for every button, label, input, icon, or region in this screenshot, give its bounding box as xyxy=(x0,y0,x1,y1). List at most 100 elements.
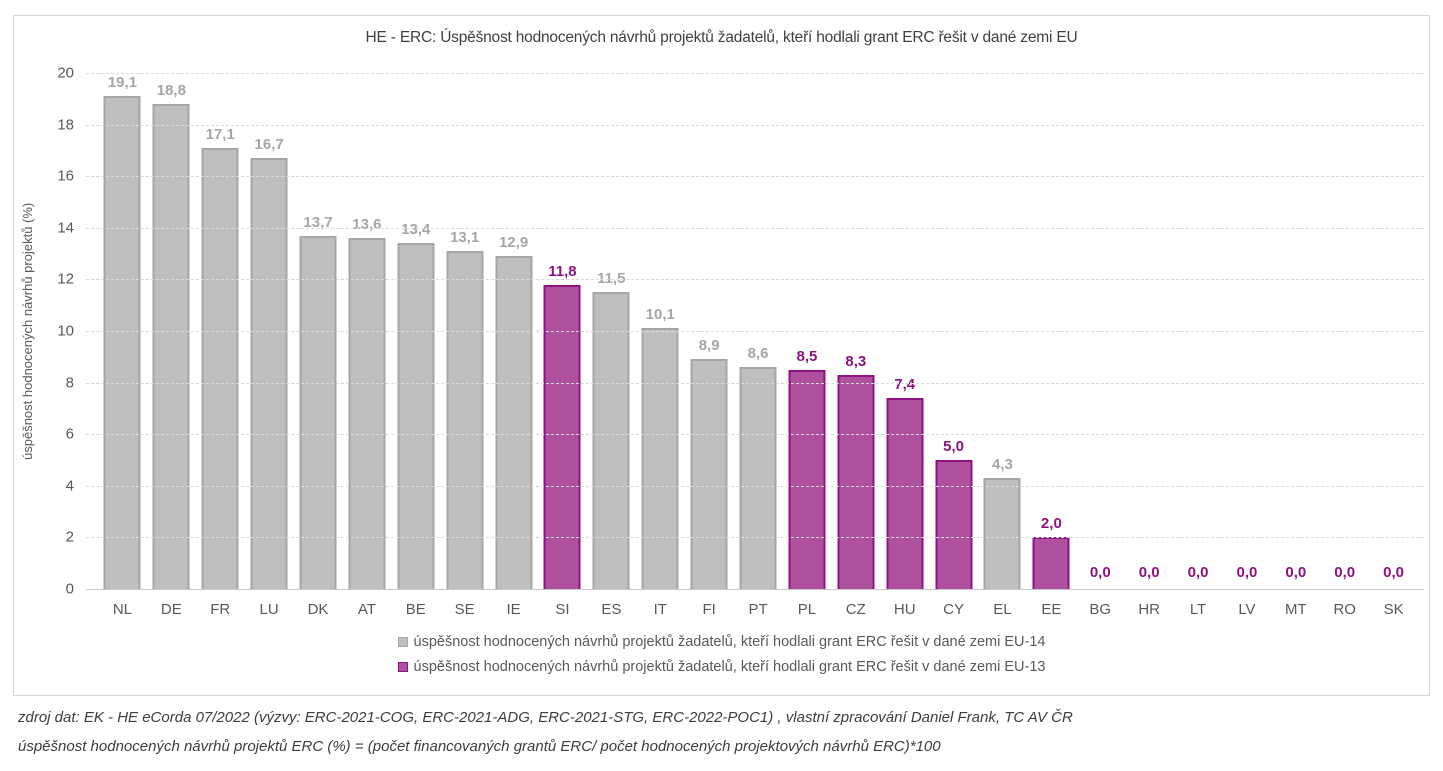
x-axis-label-pl: PL xyxy=(797,601,817,618)
gridline xyxy=(86,485,1424,487)
bar-column: 0,0 xyxy=(1369,73,1418,589)
bar-cy xyxy=(935,460,973,589)
y-axis-ticks: 0 2 4 6 8 10 12 14 16 18 20 xyxy=(14,65,74,598)
gridline xyxy=(86,176,1424,178)
gridline xyxy=(86,227,1424,229)
x-axis-label-se: SE xyxy=(454,601,475,618)
legend: úspěšnost hodnocených návrhů projektů ža… xyxy=(14,634,1429,675)
bar-value-label: 2,0 xyxy=(1040,515,1062,532)
bar-column: 11,5 xyxy=(587,73,636,589)
bar-columns: 19,1 18,8 17,1 16,7 13,7 13,6 13,4 13,1 12,9 11,8… xyxy=(86,73,1424,589)
bar-column: 12,9 xyxy=(489,73,538,589)
bar-value-label: 0,0 xyxy=(1236,564,1258,581)
bar-column: 16,7 xyxy=(245,73,294,589)
bar-pt xyxy=(739,367,777,589)
bar-fr xyxy=(201,148,239,589)
bar-value-label: 4,3 xyxy=(992,456,1013,473)
bar-el xyxy=(983,478,1021,589)
bar-column: 18,8 xyxy=(147,73,196,589)
bar-value-label: 19,1 xyxy=(107,74,138,91)
chart-title: HE - ERC: Úspěšnost hodnocených návrhů p… xyxy=(365,29,1078,46)
bar-value-label: 0,0 xyxy=(1138,564,1160,581)
x-axis-label-el: EL xyxy=(993,601,1012,618)
bar-column: 10,1 xyxy=(636,73,685,589)
legend-label-eu14: úspěšnost hodnocených návrhů projektů ža… xyxy=(413,634,1046,650)
bar-it xyxy=(641,328,679,589)
x-axis-label-bg: BG xyxy=(1089,601,1112,618)
x-axis-line xyxy=(86,589,1424,590)
bar-value-label: 0,0 xyxy=(1089,564,1111,581)
bar-value-label: 11,5 xyxy=(597,270,626,287)
gridline xyxy=(86,279,1424,281)
x-axis-label-hu: HU xyxy=(893,601,916,618)
bar-ie xyxy=(495,256,533,589)
bar-lu xyxy=(250,158,288,589)
y-tick-label: 4 xyxy=(65,477,74,495)
bar-column: 0,0 xyxy=(1271,73,1320,589)
legend-marker-eu14-icon xyxy=(397,637,408,647)
x-axis-label-cz: CZ xyxy=(845,601,866,618)
y-tick-label: 10 xyxy=(57,322,74,340)
x-axis-label-be: BE xyxy=(405,601,426,618)
bar-value-label: 11,8 xyxy=(548,263,577,280)
bar-value-label: 16,7 xyxy=(254,136,284,153)
plot-area: 19,1 18,8 17,1 16,7 13,7 13,6 13,4 13,1 12,9 11,8… xyxy=(86,73,1424,590)
x-axis-label-fi: FI xyxy=(702,601,716,618)
bar-value-label: 13,1 xyxy=(450,229,480,246)
legend-item-eu13: úspěšnost hodnocených návrhů projektů ža… xyxy=(397,659,1045,675)
bar-column: 0,0 xyxy=(1174,73,1223,589)
bar-be xyxy=(397,243,435,589)
bar-at xyxy=(348,238,386,589)
legend-item-eu14: úspěšnost hodnocených návrhů projektů ža… xyxy=(397,634,1046,650)
x-axis-label-ro: RO xyxy=(1333,601,1356,618)
x-axis-label-es: ES xyxy=(601,601,622,618)
footer-formula-line: úspěšnost hodnocených návrhů projektů ER… xyxy=(18,737,941,755)
footer-notes: zdroj dat: EK - HE eCorda 07/2022 (výzvy… xyxy=(18,704,1073,761)
x-axis-label-mt: MT xyxy=(1284,601,1307,618)
gridline xyxy=(86,331,1424,332)
y-tick-label: 20 xyxy=(57,64,74,82)
bar-value-label: 8,5 xyxy=(796,348,818,365)
x-axis-label-lv: LV xyxy=(1238,601,1256,618)
bar-de xyxy=(152,104,190,589)
x-axis-label-ie: IE xyxy=(506,601,521,618)
y-tick-label: 18 xyxy=(57,116,74,134)
x-axis-label-fr: FR xyxy=(210,601,231,618)
bar-column: 8,6 xyxy=(734,73,783,589)
bar-column: 19,1 xyxy=(98,73,147,589)
x-axis-label-nl: NL xyxy=(112,601,133,618)
bar-value-label: 13,6 xyxy=(352,216,382,233)
bar-value-label: 17,1 xyxy=(205,126,235,143)
gridline xyxy=(86,434,1424,436)
bar-column: 8,5 xyxy=(782,73,831,589)
bar-column: 7,4 xyxy=(880,73,929,589)
bar-column: 13,4 xyxy=(391,73,440,589)
gridline xyxy=(86,124,1424,126)
bar-column: 8,9 xyxy=(685,73,734,589)
bar-value-label: 10,1 xyxy=(645,306,675,323)
bar-ee xyxy=(1032,537,1070,589)
y-tick-label: 8 xyxy=(65,374,74,392)
bar-column: 13,1 xyxy=(440,73,489,589)
footer-source-line: zdroj dat: EK - HE eCorda 07/2022 (výzvy… xyxy=(18,709,1073,726)
gridline xyxy=(86,537,1424,539)
bar-column: 5,0 xyxy=(929,73,978,589)
bar-column: 8,3 xyxy=(831,73,880,589)
y-tick-label: 12 xyxy=(57,270,74,288)
bar-column: 13,6 xyxy=(342,73,391,589)
x-axis-label-hr: HR xyxy=(1138,601,1160,618)
x-axis-label-si: SI xyxy=(555,601,570,618)
bar-se xyxy=(446,251,484,589)
bar-es xyxy=(592,292,630,589)
x-axis-label-ee: EE xyxy=(1041,601,1062,618)
bar-value-label: 0,0 xyxy=(1187,564,1209,581)
bar-value-label: 18,8 xyxy=(156,82,186,99)
x-axis-label-at: AT xyxy=(357,601,376,618)
y-tick-label: 6 xyxy=(65,425,74,443)
bar-cz xyxy=(837,375,875,589)
bar-nl xyxy=(103,96,141,589)
x-axis-label-lt: LT xyxy=(1189,601,1207,618)
bar-value-label: 8,9 xyxy=(698,337,720,354)
gridline xyxy=(86,382,1424,384)
bar-value-label: 0,0 xyxy=(1285,564,1307,581)
